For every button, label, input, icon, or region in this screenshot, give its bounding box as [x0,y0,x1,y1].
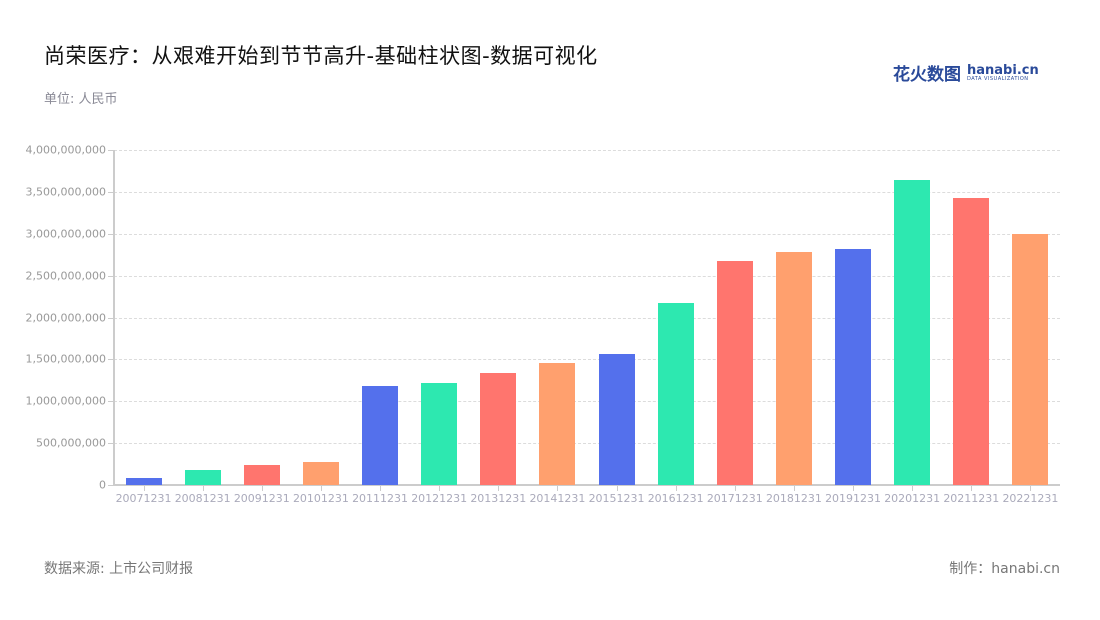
x-tick-label: 20081231 [174,492,231,505]
x-tick-label: 20141231 [529,492,586,505]
x-tick [202,486,204,491]
x-tick-label: 20181231 [765,492,822,505]
y-tick-label: 2,000,000,000 [25,311,106,324]
y-tick-label: 1,000,000,000 [25,394,106,408]
x-tick [439,486,441,491]
y-tick-label: 3,500,000,000 [25,185,106,199]
y-tick [108,233,114,235]
brand-logo: 花火数图 hanabi.cn DATA VISUALIZATION [893,60,1039,86]
x-tick-label: 20171231 [706,492,763,505]
y-tick [108,359,114,361]
x-tick-label: 20111231 [352,492,409,505]
bar-20131231 [480,372,517,485]
y-tick-label: 0 [99,478,106,492]
bar-20161231 [657,303,694,485]
y-tick [108,275,114,277]
x-tick [498,486,500,491]
gridline [114,317,1060,319]
data-source: 数据来源: 上市公司财报 [44,561,194,577]
bar-20151231 [598,354,635,485]
x-tick [616,486,618,491]
y-tick-label: 2,500,000,000 [25,269,106,283]
x-tick-label: 20121231 [411,492,468,505]
gridline [114,233,1060,235]
x-tick [261,486,263,491]
bar-20071231 [125,478,162,485]
y-tick [108,317,114,319]
bar-20211231 [953,197,990,485]
x-tick-label: 20131231 [470,492,527,505]
bar-20081231 [184,469,221,485]
x-tick-label: 20191231 [825,492,882,505]
y-tick-label: 500,000,000 [36,436,106,450]
bar-20121231 [421,382,458,485]
y-tick [108,485,114,486]
x-tick [793,486,795,491]
x-tick [557,486,559,491]
logo-cn-text: 花火数图 [893,65,961,85]
y-tick [108,443,114,445]
x-tick-label: 20071231 [115,492,172,505]
maker-credit: 制作：hanabi.cn [949,561,1060,577]
gridline [114,191,1060,193]
bar-20191231 [835,248,872,485]
gridline [114,359,1060,361]
bar-20111231 [362,386,399,485]
bar-20091231 [243,464,280,485]
logo-en-block: hanabi.cn DATA VISUALIZATION [967,64,1039,82]
logo-sub-text: DATA VISUALIZATION [967,75,1029,82]
x-tick-label: 20221231 [1002,492,1059,505]
y-tick-label: 1,500,000,000 [25,352,106,366]
bar-20141231 [539,362,576,485]
gridline [114,401,1060,403]
x-tick-label: 20151231 [588,492,645,505]
y-axis-line [113,150,115,486]
x-tick [971,486,973,491]
y-tick-label: 4,000,000,000 [25,143,106,157]
x-tick-label: 20161231 [647,492,704,505]
gridline [114,443,1060,445]
x-tick-label: 20211231 [943,492,1000,505]
bar-20201231 [894,180,931,485]
x-tick [320,486,322,491]
x-tick [734,486,736,491]
x-tick [912,486,914,491]
y-tick-label: 3,000,000,000 [25,227,106,241]
x-axis-line [113,484,1060,486]
gridline [114,150,1060,151]
x-tick-label: 20091231 [233,492,290,505]
x-tick [1030,486,1032,491]
x-tick [380,486,382,491]
x-tick-label: 20201231 [884,492,941,505]
y-tick [108,191,114,193]
bar-20221231 [1012,233,1049,485]
unit-label: 单位: 人民币 [44,92,118,107]
x-tick-label: 20101231 [292,492,349,505]
x-tick [853,486,855,491]
logo-en-text: hanabi.cn [967,62,1039,78]
bar-20101231 [302,461,339,485]
bar-20171231 [716,261,753,485]
gridline [114,275,1060,277]
bar-20181231 [775,252,812,485]
x-tick [675,486,677,491]
chart-title: 尚荣医疗：从艰难开始到节节高升-基础柱状图-数据可视化 [44,44,598,68]
y-tick [108,401,114,403]
y-tick [108,150,114,151]
x-tick [143,486,145,491]
